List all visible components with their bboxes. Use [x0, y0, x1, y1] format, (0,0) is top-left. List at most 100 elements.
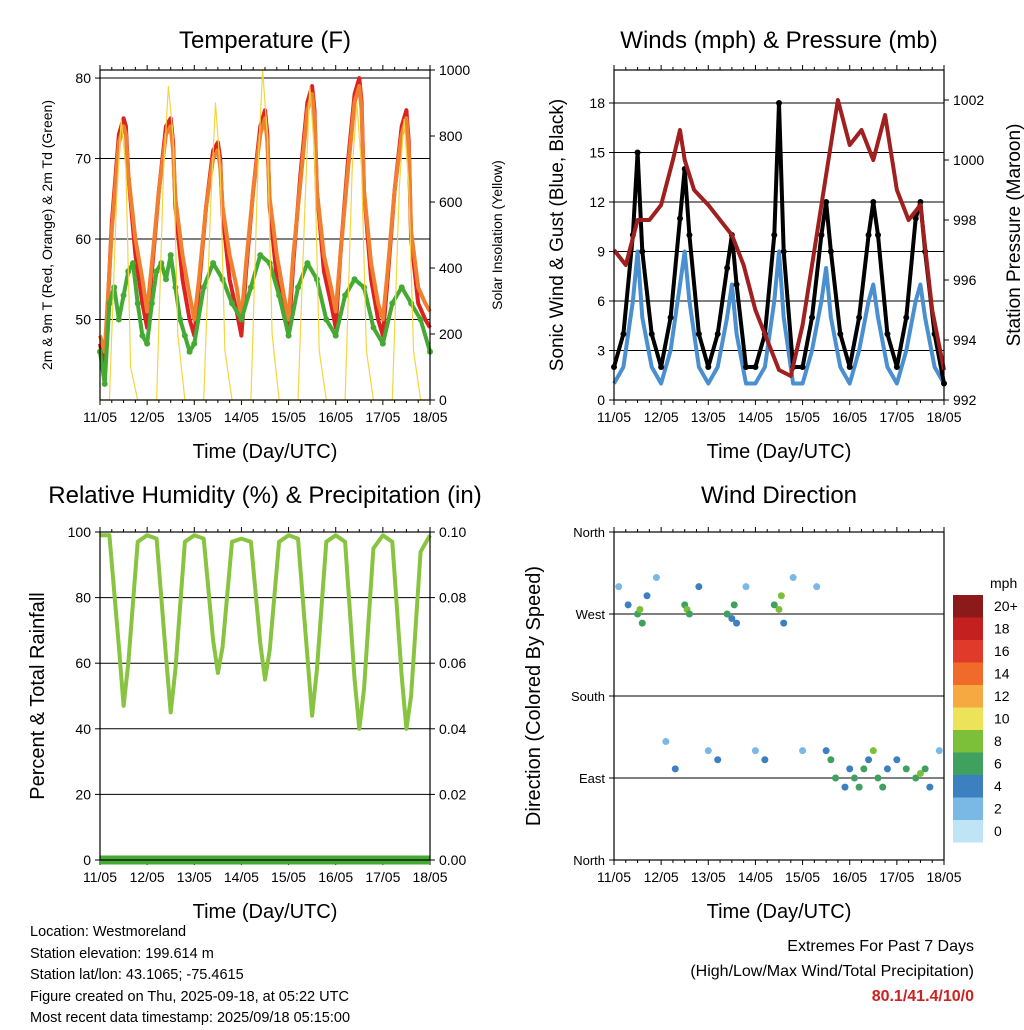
legend-label: 12: [994, 688, 1010, 704]
data-point: [342, 292, 349, 299]
latlon-text: Station lat/lon: 43.1065; -75.4615: [30, 967, 244, 983]
y-right-tick-label: 1000: [439, 62, 470, 78]
data-point: [134, 300, 141, 307]
data-point: [323, 316, 330, 323]
panel-title: Winds (mph) & Pressure (mb): [620, 27, 937, 54]
x-tick-label: 18/05: [412, 869, 447, 885]
y-tick-label: 50: [75, 312, 91, 328]
data-point: [106, 300, 113, 307]
extremes-values: 80.1/41.4/10/0: [871, 988, 974, 1005]
direction-point: [865, 756, 873, 764]
series-line-gust: [612, 101, 946, 384]
legend-swatch: [953, 752, 983, 775]
x-tick-label: 12/05: [130, 869, 165, 885]
panel-title: Relative Humidity (%) & Precipitation (i…: [48, 482, 481, 509]
y-right-tick-label: 0: [439, 392, 447, 408]
y-axis-label: Direction (Colored By Speed): [523, 566, 545, 826]
data-point: [743, 364, 749, 370]
direction-point: [638, 619, 646, 627]
temperature-panel: Temperature (F)5060708002004006008001000…: [39, 27, 505, 463]
x-tick-label: 11/05: [83, 409, 117, 425]
data-point: [648, 331, 655, 337]
x-tick-label: 13/05: [177, 869, 212, 885]
data-point: [389, 300, 396, 307]
data-point: [266, 260, 273, 267]
x-tick-label: 18/05: [412, 409, 447, 425]
y-tick-label: 18: [589, 95, 605, 111]
data-point: [163, 276, 169, 283]
data-point: [780, 248, 787, 255]
y-right-tick-label: 0.02: [439, 786, 466, 802]
legend-label: 18: [994, 621, 1010, 637]
x-tick-label: 13/05: [691, 409, 726, 425]
y-tick-label: 9: [597, 244, 605, 260]
x-axis-label: Time (Day/UTC): [707, 901, 852, 923]
data-point: [799, 364, 806, 370]
direction-point: [879, 783, 887, 791]
legend-swatch: [953, 640, 983, 663]
x-tick-label: 15/05: [785, 869, 820, 885]
x-tick-label: 12/05: [130, 409, 165, 425]
data-point: [893, 364, 900, 370]
data-point: [101, 380, 108, 387]
plot-frame: [613, 531, 945, 861]
data-point: [686, 232, 693, 238]
y-tick-label: South: [571, 689, 605, 704]
data-point: [695, 331, 702, 337]
direction-point: [704, 747, 712, 755]
x-tick-label: 16/05: [318, 869, 353, 885]
data-point: [634, 149, 641, 156]
direction-point: [916, 769, 924, 777]
direction-point: [636, 605, 644, 613]
data-point: [639, 248, 646, 255]
direction-point: [874, 774, 882, 782]
direction-point: [751, 747, 759, 755]
series-line-solar-insolation: [100, 69, 430, 401]
data-point: [912, 215, 919, 222]
direction-point: [780, 619, 788, 627]
data-point: [714, 331, 721, 337]
station-info: Location: Westmoreland Station elevation…: [30, 922, 350, 1030]
data-point: [229, 300, 235, 307]
data-point: [111, 284, 118, 291]
data-point: [809, 314, 815, 321]
data-point: [172, 284, 179, 291]
x-tick-label: 14/05: [224, 869, 259, 885]
y-right-tick-label: 1000: [953, 152, 984, 168]
direction-point: [662, 738, 670, 746]
y-axis-label: Percent & Total Rainfall: [27, 592, 49, 800]
data-point: [181, 332, 188, 339]
y-tick-label: 12: [589, 194, 605, 210]
direction-point: [893, 756, 901, 764]
data-point: [417, 316, 424, 323]
data-point: [130, 260, 136, 267]
y-tick-label: 40: [75, 721, 91, 737]
direction-point: [822, 747, 830, 755]
data-point: [884, 331, 891, 337]
data-point: [827, 248, 834, 255]
direction-point: [921, 765, 929, 773]
direction-point: [624, 601, 632, 609]
data-point: [153, 268, 160, 275]
data-point: [332, 332, 339, 339]
legend-swatch: [953, 595, 983, 618]
direction-point: [652, 574, 660, 582]
y-axis-label: Sonic Wind & Gust (Blue, Black): [547, 99, 568, 371]
data-point: [370, 324, 377, 331]
data-point: [865, 232, 872, 238]
y-tick-label: 80: [75, 70, 91, 86]
legend-label: 10: [994, 711, 1010, 727]
data-point: [313, 276, 320, 283]
data-point: [177, 316, 184, 323]
direction-point: [685, 610, 693, 618]
series-line-9m-t: [98, 84, 432, 354]
x-tick-label: 11/05: [83, 869, 117, 885]
data-point: [139, 332, 146, 339]
legend-title: mph: [990, 575, 1017, 591]
x-tick-label: 14/05: [224, 409, 259, 425]
legend-label: 8: [994, 733, 1002, 749]
data-point: [776, 100, 782, 106]
data-point: [856, 314, 863, 321]
x-tick-label: 13/05: [691, 869, 726, 885]
